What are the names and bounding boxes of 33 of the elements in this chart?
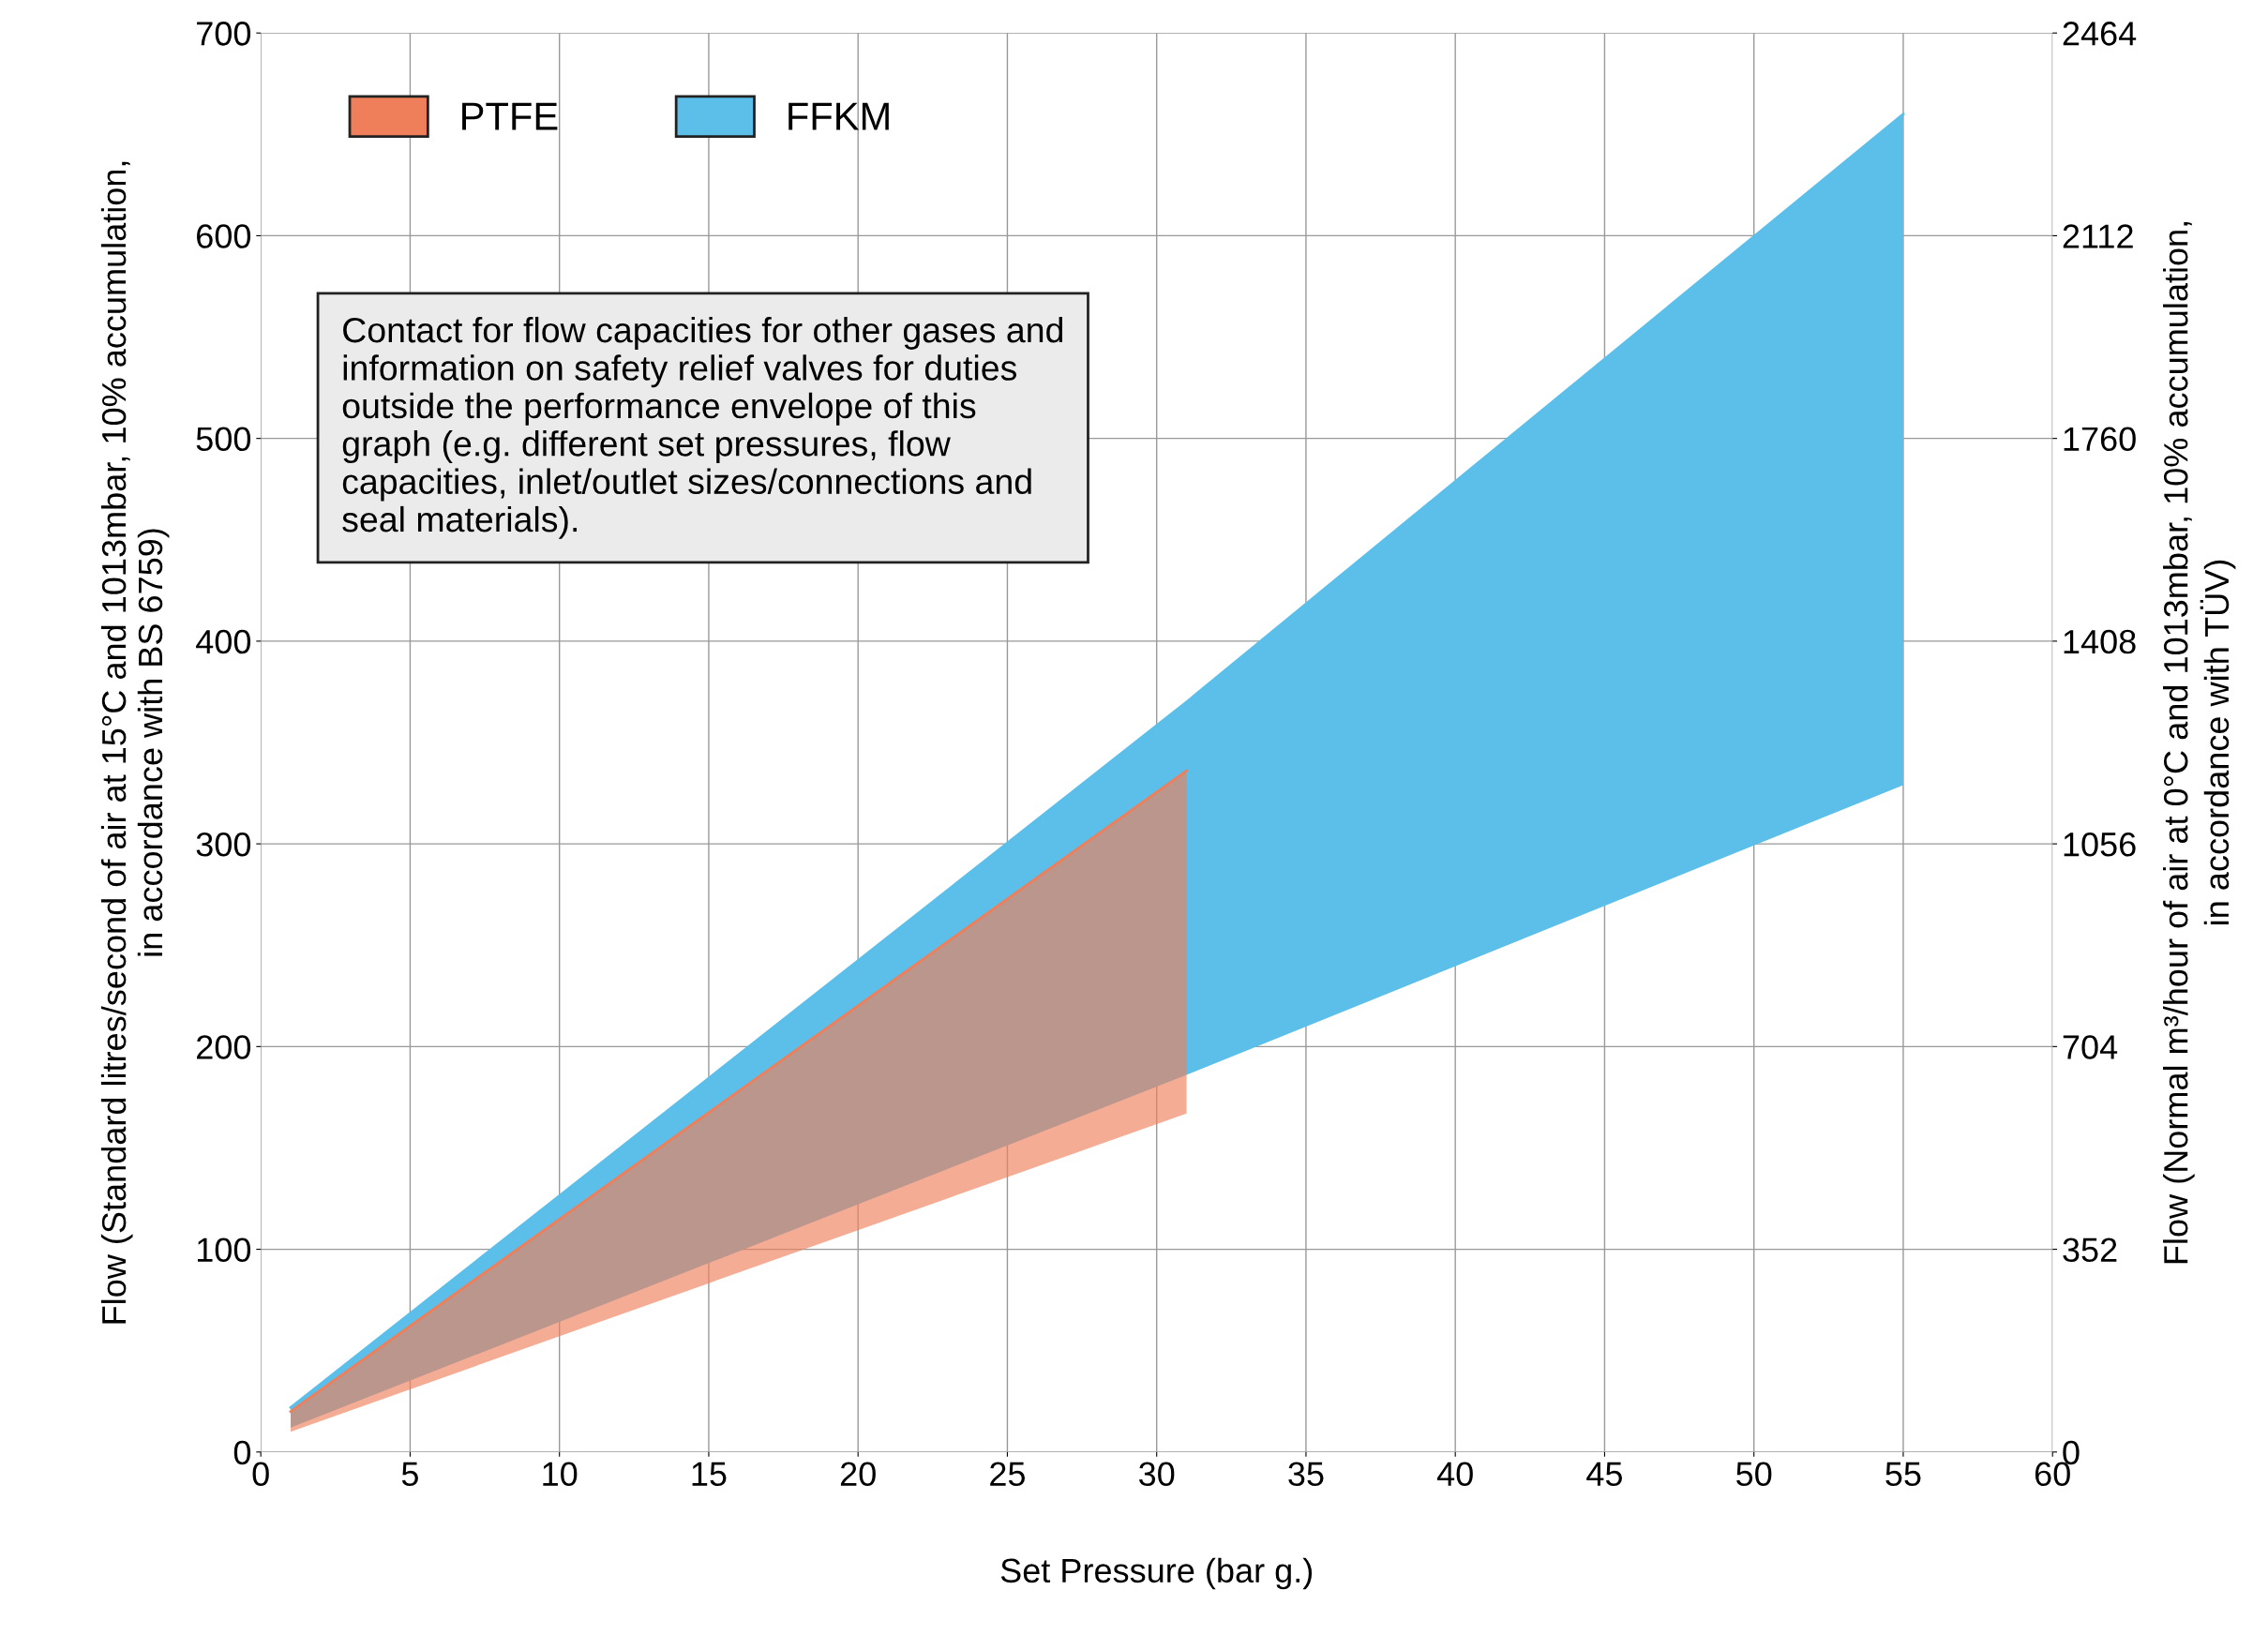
y-tick-label: 100 [197, 1238, 251, 1263]
y2-tick-label: 1056 [2064, 832, 2136, 857]
y-tick-label: 300 [196, 832, 251, 857]
x-tick-label: 30 [1138, 1462, 1175, 1487]
y-tick-label: 0 [233, 1440, 251, 1465]
y-axis-title: Flow (Standard litres/second of air at 15°C and 1013mbar, 10% accumulation, in accordance with BS 6759) [100, 161, 170, 1324]
y-tick-label: 700 [197, 22, 251, 46]
x-tick-label: 5 [401, 1462, 418, 1487]
y2-axis-title: Flow (Normal m³/hour of air at 0°C and 1013mbar, 10% accumulation, in accordance with TÜV) [2163, 222, 2236, 1264]
y2-tick-label: 2112 [2063, 224, 2133, 248]
y-tick-label: 600 [197, 224, 251, 248]
x-tick-label: 35 [1288, 1462, 1324, 1487]
y2-tick-label: 2464 [2063, 22, 2137, 46]
x-tick-label: 10 [543, 1462, 578, 1487]
x-tick-label: 15 [692, 1462, 727, 1487]
x-tick-label: 0 [252, 1462, 269, 1487]
x-tick-label: 45 [1586, 1462, 1623, 1487]
y-tick-label: 400 [196, 629, 251, 654]
x-axis-title: Set Pressure (bar g.) [1000, 1557, 1313, 1590]
x-tick-label: 50 [1736, 1462, 1772, 1487]
x-tick-label: 55 [1885, 1462, 1921, 1487]
y2-tick-label: 704 [2063, 1035, 2118, 1059]
y2-tick-label: 1760 [2064, 427, 2136, 452]
x-tick-label: 40 [1436, 1462, 1473, 1487]
legend-label: PTFE [462, 102, 558, 130]
y2-tick-label: 1408 [2064, 629, 2136, 654]
y2-tick-label: 352 [2063, 1238, 2117, 1263]
x-tick-label: 25 [990, 1462, 1026, 1487]
annotation: Contact for flow capacities for other gases and information on safety relief valves for duties outside the performance envelope of this graph (e.g. different set pressures, flow capacities, inlet/outlet sizes/connections and seal materials). [342, 316, 1062, 539]
y-tick-label: 200 [197, 1035, 251, 1059]
x-tick-label: 20 [840, 1462, 876, 1487]
y-tick-label: 500 [196, 427, 251, 452]
legend-label: FFKM [789, 102, 889, 130]
